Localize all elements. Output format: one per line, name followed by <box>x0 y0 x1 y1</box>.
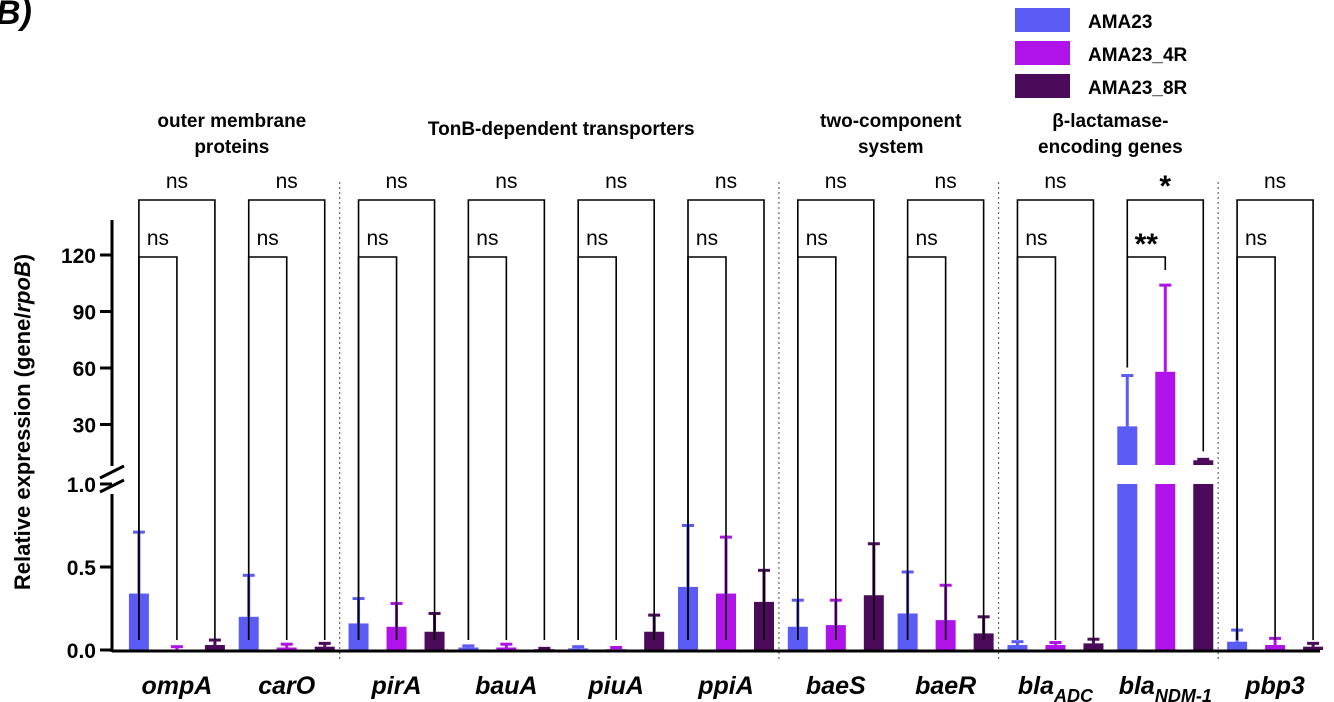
significance-label: ns <box>166 170 188 193</box>
bar <box>1007 645 1028 650</box>
significance-label: ns <box>1044 170 1066 193</box>
bar <box>276 647 297 650</box>
bar <box>644 631 665 650</box>
y-tick-label: 0.5 <box>67 557 97 580</box>
significance-label: ns <box>916 227 938 250</box>
significance-bracket-inner <box>906 256 947 640</box>
significance-label: ns <box>586 227 608 250</box>
x-tick-label: bauA <box>475 672 538 700</box>
significance-label: ns <box>605 170 627 193</box>
y-tick-label: 120 <box>61 245 96 268</box>
y-axis-label-italic: rpoB <box>10 261 35 312</box>
significance-label: ns <box>806 227 828 250</box>
significance-label: ns <box>715 170 737 193</box>
legend-swatch <box>1015 74 1070 98</box>
category-label: two-component <box>820 111 962 132</box>
y-axis: 30 60 90 120 0.0 0.5 1.0 <box>61 220 1320 663</box>
legend-entry: AMA23 <box>1088 12 1152 33</box>
bar <box>1227 641 1248 650</box>
x-tick-label: pirA <box>371 672 422 700</box>
y-axis-label-main: Relative expression (gene/ <box>10 313 35 591</box>
significance-bracket-inner <box>467 256 508 640</box>
bar-upper <box>1117 426 1138 465</box>
y-tick-label: 1.0 <box>67 474 96 497</box>
bar-lower <box>1155 484 1176 650</box>
x-tick-label: carO <box>258 672 316 700</box>
significance-bracket-inner <box>797 256 837 640</box>
legend: AMA23 AMA23_4R AMA23_8R <box>1015 8 1188 99</box>
bar-upper <box>1155 371 1176 465</box>
legend-swatch <box>1015 41 1070 65</box>
y-tick-label: 0.0 <box>67 640 96 663</box>
bar <box>1265 645 1286 650</box>
significance-label: ns <box>257 227 279 250</box>
significance-bracket-inner <box>138 256 178 640</box>
bar <box>314 646 335 650</box>
category-label: proteins <box>194 137 269 158</box>
bar <box>1303 646 1324 650</box>
category-label: TonB-dependent transporters <box>428 119 695 140</box>
x-tick-label: ompA <box>141 672 212 700</box>
category-label: encoding genes <box>1038 137 1183 158</box>
x-tick-label: ppiA <box>697 672 754 700</box>
significance-label: ns <box>495 170 517 193</box>
significance-label: ns <box>696 227 718 250</box>
axis-break-mark <box>99 478 125 494</box>
significance-label: ns <box>1025 227 1047 250</box>
significance-label: ns <box>385 170 407 193</box>
significance-label: ns <box>476 227 498 250</box>
bar <box>1083 643 1104 650</box>
significance-label: ns <box>825 170 847 193</box>
bar <box>458 647 479 650</box>
x-tick-labels: ompA carO pirA bauA piuA ppiA baeS baeR blaADC bl… <box>141 672 1305 702</box>
significance-brackets: ns ns ns ns ns ns ns ns ns ns ns ns ns ns ns ns ns ns *** n… <box>138 170 1314 640</box>
significance-bracket-inner <box>1126 256 1167 368</box>
legend-swatch <box>1015 8 1070 32</box>
significance-label: ns <box>1264 170 1286 193</box>
y-tick-label: 60 <box>73 358 96 381</box>
category-label: outer membrane <box>157 111 306 132</box>
x-tick-label: baeR <box>915 672 976 700</box>
significance-label: ns <box>147 227 169 250</box>
bar-lower <box>1117 484 1138 650</box>
significance-label: ** <box>1135 228 1159 261</box>
significance-bracket-inner <box>687 256 727 640</box>
y-axis-label: Relative expression (gene/rpoB) <box>10 254 35 590</box>
y-tick-label: 90 <box>73 302 96 325</box>
significance-label: ns <box>935 170 957 193</box>
legend-entry: AMA23_4R <box>1088 45 1188 66</box>
significance-label: ns <box>276 170 298 193</box>
panel-label: B) <box>0 0 32 32</box>
bar <box>568 648 589 650</box>
legend-entry: AMA23_8R <box>1088 78 1188 99</box>
bar <box>1045 645 1066 650</box>
bar-upper <box>1193 460 1214 465</box>
axis-break-mark <box>99 464 125 480</box>
y-tick-label: 30 <box>73 415 96 438</box>
y-axis-label-end: ) <box>10 254 35 261</box>
x-tick-label: blaNDM-1 <box>1119 672 1212 702</box>
bar <box>973 633 994 650</box>
significance-bracket-inner <box>357 256 398 640</box>
x-tick-label: baeS <box>806 672 866 700</box>
bar <box>496 647 517 650</box>
bar-lower <box>1193 484 1214 650</box>
significance-bracket-inner <box>247 256 288 640</box>
x-tick-label: pbp3 <box>1244 672 1305 700</box>
significance-label: ns <box>1245 227 1267 250</box>
significance-label: ns <box>366 227 388 250</box>
category-label: system <box>858 137 924 158</box>
x-tick-label: blaADC <box>1018 672 1094 702</box>
category-label: β-lactamase- <box>1052 111 1168 132</box>
category-dividers <box>339 182 1219 660</box>
significance-bracket-inner <box>577 256 617 640</box>
bar <box>204 645 225 650</box>
significance-label: * <box>1159 170 1171 203</box>
significance-bracket-inner <box>1016 256 1057 640</box>
category-labels: outer membrane proteins TonB-dependent tra… <box>157 111 1182 158</box>
x-tick-label: piuA <box>587 672 644 700</box>
significance-bracket-inner <box>1236 256 1276 640</box>
bar <box>424 631 445 650</box>
